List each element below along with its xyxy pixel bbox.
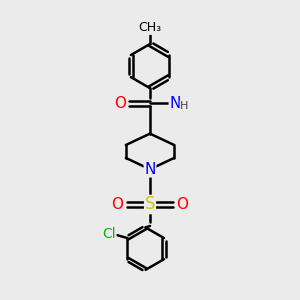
Text: O: O [176, 197, 188, 212]
Text: CH₃: CH₃ [138, 21, 162, 34]
Text: S: S [145, 196, 155, 214]
Text: N: N [144, 162, 156, 177]
Text: N: N [169, 96, 181, 111]
Text: O: O [115, 96, 127, 111]
Text: H: H [180, 101, 189, 111]
Text: Cl: Cl [102, 227, 116, 241]
Text: O: O [112, 197, 124, 212]
